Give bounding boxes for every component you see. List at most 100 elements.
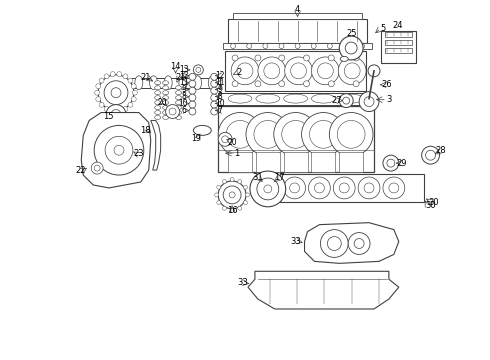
Text: 31: 31 bbox=[252, 172, 263, 181]
Circle shape bbox=[211, 101, 218, 108]
Circle shape bbox=[338, 57, 366, 85]
Circle shape bbox=[96, 96, 101, 102]
Circle shape bbox=[105, 136, 133, 164]
Ellipse shape bbox=[208, 76, 216, 90]
Circle shape bbox=[189, 94, 196, 101]
Text: 8: 8 bbox=[181, 92, 186, 101]
Text: 16: 16 bbox=[227, 206, 238, 215]
Circle shape bbox=[230, 177, 234, 181]
Circle shape bbox=[132, 90, 137, 95]
Circle shape bbox=[264, 63, 280, 79]
Circle shape bbox=[123, 107, 128, 112]
Circle shape bbox=[215, 193, 219, 197]
Circle shape bbox=[218, 113, 262, 156]
Circle shape bbox=[279, 44, 284, 49]
Circle shape bbox=[166, 105, 179, 118]
Circle shape bbox=[223, 186, 241, 204]
Circle shape bbox=[368, 65, 380, 77]
Circle shape bbox=[196, 67, 201, 72]
Circle shape bbox=[284, 177, 306, 199]
Polygon shape bbox=[151, 121, 161, 170]
Circle shape bbox=[169, 108, 176, 115]
Bar bbox=[218, 93, 372, 105]
Circle shape bbox=[131, 84, 136, 89]
Circle shape bbox=[237, 63, 253, 79]
Text: 23: 23 bbox=[133, 149, 144, 158]
Circle shape bbox=[344, 63, 360, 79]
Ellipse shape bbox=[155, 100, 161, 105]
Text: 12: 12 bbox=[179, 71, 188, 80]
Polygon shape bbox=[248, 271, 399, 309]
Text: 20: 20 bbox=[158, 98, 168, 107]
Circle shape bbox=[189, 80, 196, 87]
Circle shape bbox=[309, 177, 330, 199]
Circle shape bbox=[244, 185, 247, 189]
Bar bbox=[225, 51, 366, 91]
Circle shape bbox=[238, 206, 242, 210]
Circle shape bbox=[106, 105, 126, 125]
Circle shape bbox=[189, 108, 196, 115]
Text: 6: 6 bbox=[181, 106, 186, 115]
Circle shape bbox=[257, 178, 279, 200]
Circle shape bbox=[194, 65, 203, 75]
Circle shape bbox=[231, 44, 236, 49]
Ellipse shape bbox=[175, 96, 181, 100]
Circle shape bbox=[117, 109, 122, 114]
Circle shape bbox=[250, 171, 286, 207]
Text: 4: 4 bbox=[295, 5, 300, 14]
Text: 12: 12 bbox=[216, 71, 225, 80]
Circle shape bbox=[211, 87, 218, 94]
Circle shape bbox=[279, 55, 285, 61]
Bar bbox=[233, 13, 362, 19]
Bar bbox=[223, 43, 372, 49]
Text: 22: 22 bbox=[75, 166, 86, 175]
Text: 30: 30 bbox=[425, 201, 436, 210]
Circle shape bbox=[104, 81, 128, 105]
Circle shape bbox=[327, 237, 341, 251]
Circle shape bbox=[218, 181, 246, 209]
Circle shape bbox=[279, 81, 285, 87]
Circle shape bbox=[232, 55, 238, 61]
Circle shape bbox=[189, 73, 196, 80]
Text: 20: 20 bbox=[227, 138, 237, 147]
Circle shape bbox=[189, 87, 196, 94]
Circle shape bbox=[254, 121, 282, 148]
Circle shape bbox=[110, 72, 115, 77]
Circle shape bbox=[128, 102, 133, 107]
Bar bbox=[218, 105, 374, 172]
Text: 9: 9 bbox=[181, 85, 186, 94]
Bar bbox=[339, 152, 363, 172]
Circle shape bbox=[353, 55, 359, 61]
Circle shape bbox=[246, 113, 290, 156]
Circle shape bbox=[99, 102, 104, 107]
Circle shape bbox=[211, 73, 218, 80]
Text: 33: 33 bbox=[238, 278, 248, 287]
Circle shape bbox=[285, 57, 313, 85]
Text: 11: 11 bbox=[179, 78, 188, 87]
Circle shape bbox=[255, 55, 261, 61]
Circle shape bbox=[238, 180, 242, 184]
Circle shape bbox=[110, 109, 115, 114]
Circle shape bbox=[217, 185, 221, 189]
Circle shape bbox=[339, 183, 349, 193]
Ellipse shape bbox=[149, 76, 157, 90]
Bar bbox=[381, 31, 416, 63]
Circle shape bbox=[131, 96, 136, 102]
Text: 19: 19 bbox=[192, 134, 201, 143]
Circle shape bbox=[230, 208, 234, 212]
Circle shape bbox=[312, 57, 339, 85]
Bar bbox=[385, 40, 412, 45]
Bar bbox=[280, 174, 424, 202]
Circle shape bbox=[333, 177, 355, 199]
Circle shape bbox=[123, 74, 128, 79]
Circle shape bbox=[258, 57, 286, 85]
Circle shape bbox=[339, 94, 353, 108]
Text: 9: 9 bbox=[218, 85, 222, 94]
Ellipse shape bbox=[339, 94, 363, 103]
Bar bbox=[256, 152, 280, 172]
Circle shape bbox=[354, 239, 364, 248]
Circle shape bbox=[343, 44, 348, 49]
Polygon shape bbox=[81, 113, 151, 188]
Ellipse shape bbox=[175, 86, 181, 90]
Text: 15: 15 bbox=[103, 112, 113, 121]
